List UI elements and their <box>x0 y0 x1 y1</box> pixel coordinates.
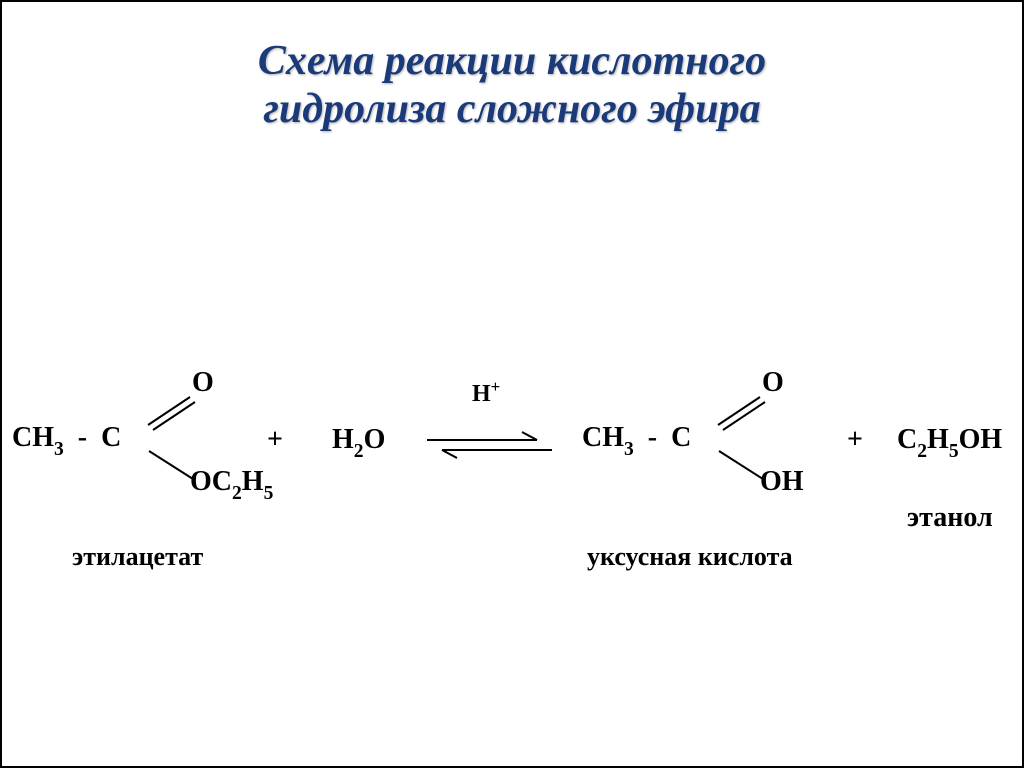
label-ethyl-acetate: этилацетат <box>72 542 203 572</box>
title-line-2: гидролиза сложного эфира <box>2 85 1022 133</box>
backbone-1: CH3 - C <box>12 422 121 453</box>
product-acetic-acid: CH3 - C O OH <box>582 422 691 459</box>
oxygen-top-2: O <box>762 367 784 399</box>
ethanol-formula: C2H5OH <box>897 424 1002 455</box>
reactant-water: H2O <box>332 424 385 461</box>
equilibrium-arrows: H+ <box>417 412 557 472</box>
plus-2: + <box>847 424 863 456</box>
title-line-1: Схема реакции кислотного <box>2 37 1022 85</box>
ethoxy-group: OC2H5 <box>190 466 273 503</box>
water-formula: H2O <box>332 424 385 455</box>
reactant-ethyl-acetate: CH3 - C O OC2H5 <box>12 422 121 459</box>
product-ethanol: C2H5OH <box>897 424 1002 461</box>
backbone-2: CH3 - C <box>582 422 691 453</box>
hydroxyl-group: OH <box>760 466 804 498</box>
plus-1: + <box>267 424 283 456</box>
label-ethanol: этанол <box>907 502 993 534</box>
catalyst-label: H+ <box>472 377 500 408</box>
oxygen-top-1: O <box>192 367 214 399</box>
label-acetic-acid: уксусная кислота <box>587 542 793 572</box>
reaction-scheme: CH3 - C O OC2H5 этилацетат + H2O H+ C <box>2 382 1022 632</box>
